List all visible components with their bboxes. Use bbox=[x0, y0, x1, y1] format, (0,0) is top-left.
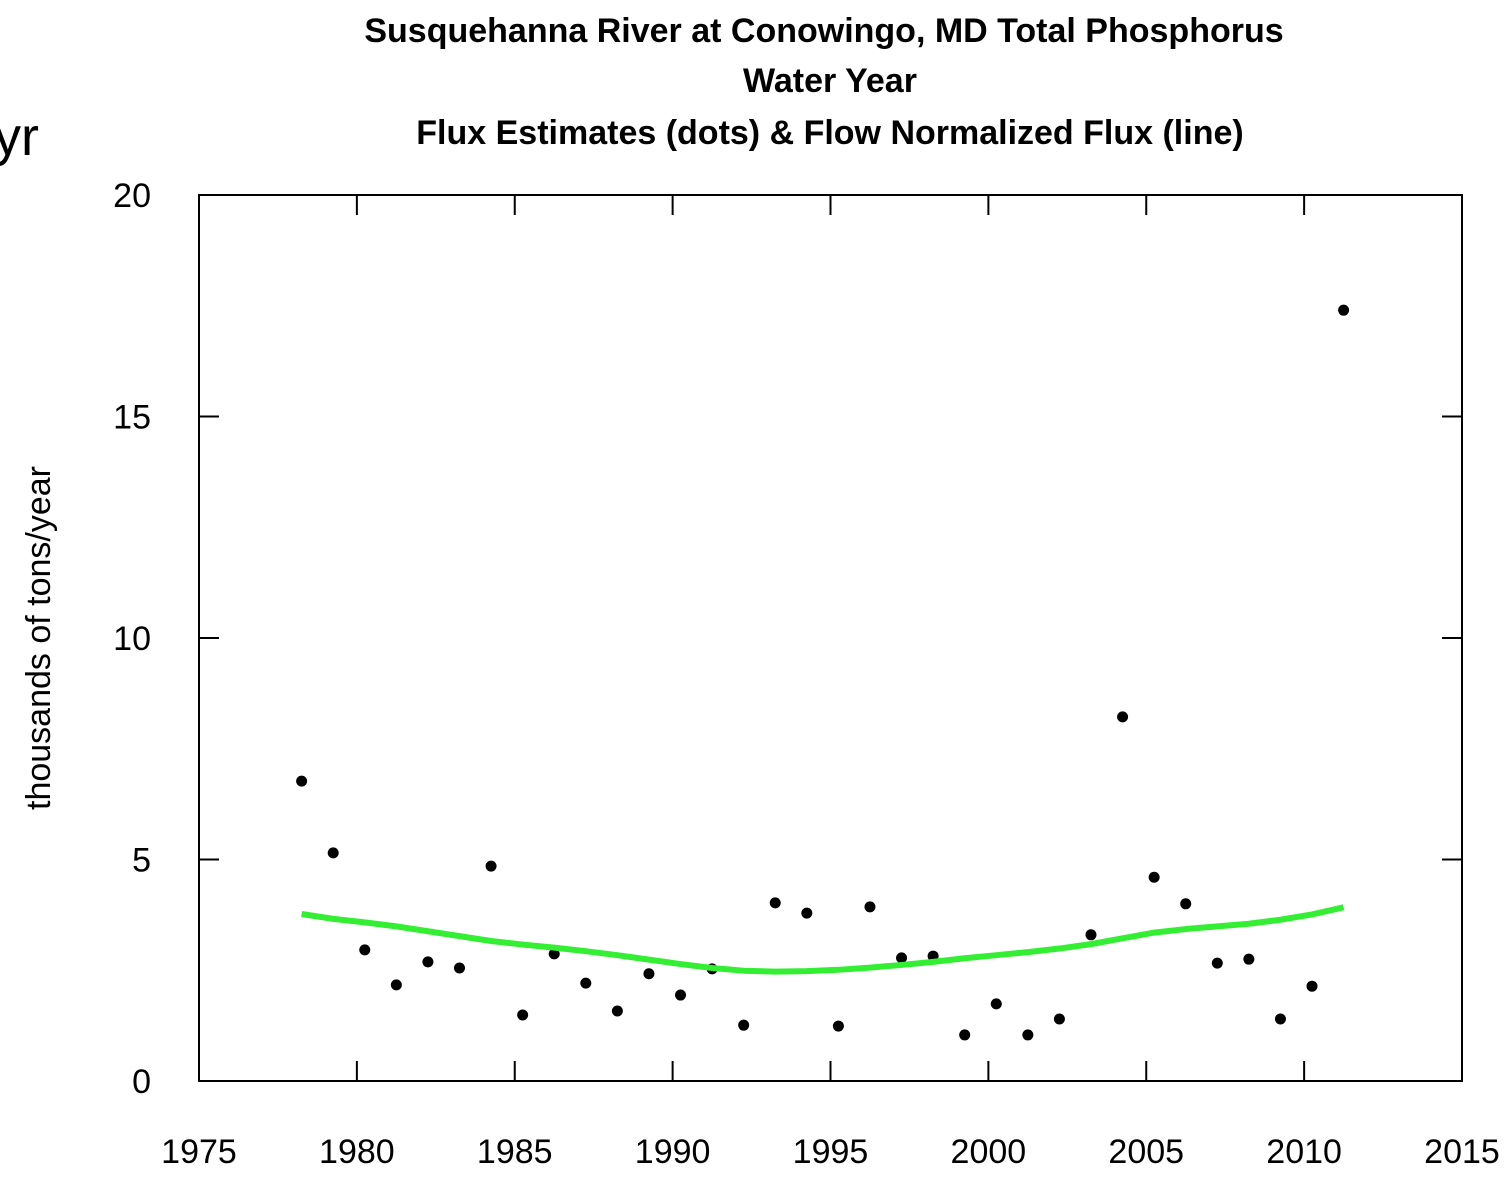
flux-dot bbox=[832, 1020, 844, 1032]
flux-dot bbox=[864, 901, 876, 913]
flux-dot bbox=[327, 847, 339, 859]
x-tick-label: 2015 bbox=[1424, 1133, 1500, 1171]
flux-dot bbox=[769, 897, 781, 909]
x-tick-label: 1975 bbox=[161, 1133, 237, 1171]
y-tick-label: 15 bbox=[113, 399, 151, 437]
flux-dot bbox=[548, 948, 560, 960]
flux-dot bbox=[1085, 929, 1097, 941]
x-tick-label: 1980 bbox=[319, 1133, 395, 1171]
flux-dot bbox=[1243, 953, 1255, 965]
flux-dot bbox=[517, 1009, 529, 1021]
annotation: yr bbox=[0, 107, 39, 167]
x-tick-label: 1995 bbox=[793, 1133, 869, 1171]
flux-dot bbox=[1148, 871, 1160, 883]
flux-dot bbox=[1306, 980, 1318, 992]
x-tick-label: 1990 bbox=[635, 1133, 711, 1171]
y-tick-label: 0 bbox=[132, 1063, 151, 1101]
flux-line bbox=[301, 904, 1345, 975]
flux-dot bbox=[580, 977, 592, 989]
flux-dot bbox=[675, 989, 687, 1001]
y-tick-label: 5 bbox=[132, 842, 151, 880]
flux-dot bbox=[896, 952, 908, 964]
plot-frame bbox=[198, 194, 1463, 1082]
x-tick-label: 2000 bbox=[951, 1133, 1027, 1171]
flux-dot bbox=[611, 1005, 623, 1017]
flux-dot bbox=[1338, 304, 1350, 316]
flux-dot bbox=[1274, 1013, 1286, 1025]
y-axis-label: thousands of tons/year bbox=[20, 466, 58, 810]
flux-dot bbox=[359, 944, 371, 956]
flux-dot bbox=[959, 1029, 971, 1041]
chart-title: Susquehanna River at Conowingo, MD Total… bbox=[364, 12, 1283, 50]
flux-dot bbox=[990, 998, 1002, 1010]
flux-dot bbox=[1117, 711, 1129, 723]
flux-dot bbox=[422, 956, 434, 968]
flux-dot bbox=[390, 979, 402, 991]
flux-dot bbox=[453, 962, 465, 974]
chart-title: Flux Estimates (dots) & Flow Normalized … bbox=[416, 114, 1243, 152]
flux-dot bbox=[1211, 957, 1223, 969]
flux-dot bbox=[1053, 1013, 1065, 1025]
flux-dot bbox=[1022, 1029, 1034, 1041]
flux-dot bbox=[643, 968, 655, 980]
flux-dot bbox=[485, 860, 497, 872]
flux-dot bbox=[1180, 898, 1192, 910]
y-tick-label: 10 bbox=[113, 620, 151, 658]
x-tick-label: 2005 bbox=[1108, 1133, 1184, 1171]
chart-title: Water Year bbox=[743, 62, 917, 100]
flux-dot bbox=[296, 775, 308, 787]
x-tick-label: 2010 bbox=[1266, 1133, 1342, 1171]
flux-dot bbox=[738, 1019, 750, 1031]
y-tick-label: 20 bbox=[113, 177, 151, 215]
flux-dot bbox=[801, 907, 813, 919]
x-tick-label: 1985 bbox=[477, 1133, 553, 1171]
